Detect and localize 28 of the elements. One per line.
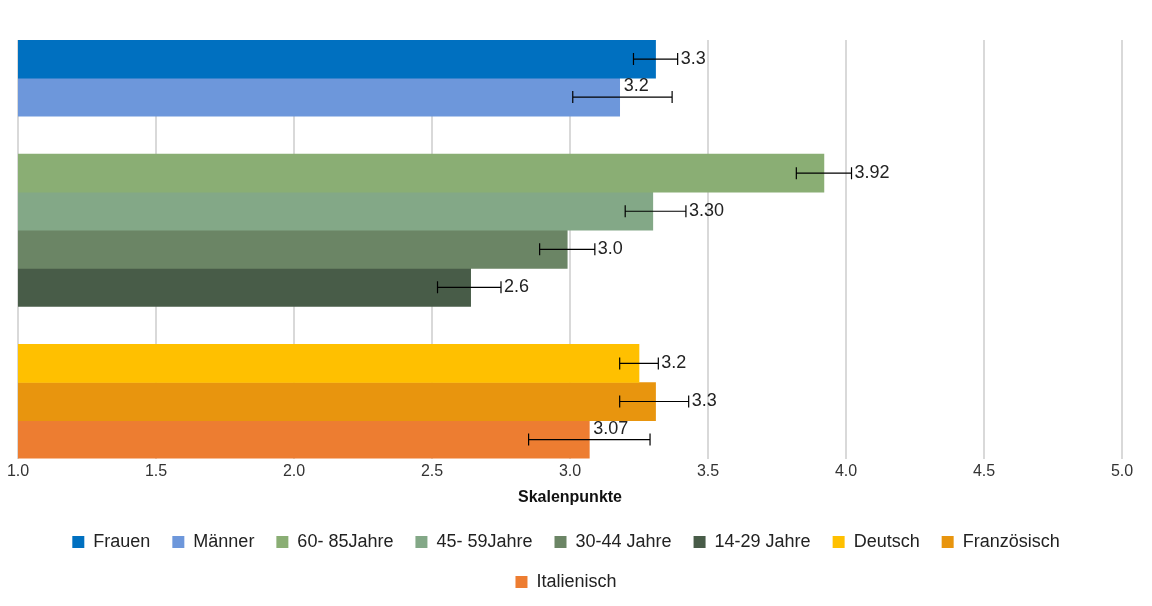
data-label: 3.07: [593, 417, 629, 438]
legend-label: Frauen: [93, 530, 151, 551]
x-tick-label: 3.5: [696, 461, 720, 479]
data-label: 3.2: [623, 75, 649, 96]
data-label: 3.3: [691, 390, 717, 411]
x-tick-label: 2.0: [282, 461, 306, 479]
legend-label: 45- 59Jahre: [436, 530, 533, 551]
legend-label: Französisch: [962, 530, 1060, 551]
legend-label: 30-44 Jahre: [575, 530, 672, 551]
x-tick-label: 4.5: [972, 461, 996, 479]
data-label: 3.3: [680, 48, 706, 68]
legend-label: 60- 85Jahre: [297, 530, 394, 551]
data-label: 3.92: [854, 162, 890, 183]
legend-label: Männer: [193, 530, 255, 551]
data-label: 3.2: [661, 352, 687, 373]
data-label: 3.30: [688, 200, 724, 221]
x-tick-label: 4.0: [834, 461, 858, 479]
legend-label: Deutsch: [853, 530, 920, 551]
x-tick-label: 3.0: [558, 461, 582, 479]
x-tick-label: 1.5: [144, 461, 168, 479]
x-axis-title: Skalenpunkte: [517, 487, 623, 505]
legend-label: 14-29 Jahre: [714, 530, 811, 551]
data-label: 2.6: [504, 276, 530, 297]
x-tick-label: 2.5: [420, 461, 444, 479]
x-tick-label: 1.0: [6, 461, 30, 479]
data-label: 3.0: [597, 238, 623, 259]
legend-label: Italienisch: [536, 570, 617, 591]
x-tick-label: 5.0: [1110, 461, 1134, 479]
